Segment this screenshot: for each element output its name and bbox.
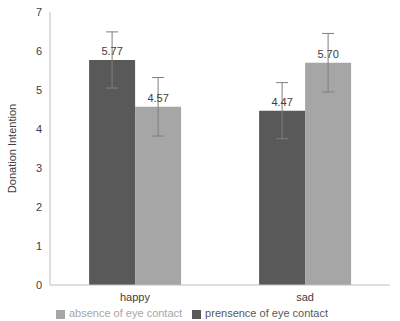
svg-text:sad: sad	[296, 291, 314, 303]
svg-text:5: 5	[36, 84, 42, 96]
svg-text:6: 6	[36, 45, 42, 57]
svg-text:0: 0	[36, 279, 42, 291]
html-text:absence of eye contact: absence of eye contact	[69, 307, 183, 319]
svg-text:happy: happy	[120, 291, 150, 303]
svg-text:7: 7	[36, 6, 42, 18]
svg-text:5.77: 5.77	[101, 45, 122, 57]
svg-text:Donation Intention: Donation Intention	[8, 104, 18, 193]
svg-text:5.70: 5.70	[317, 48, 338, 60]
svg-text:4.47: 4.47	[271, 96, 292, 108]
html-text:prensence of eye contact: prensence of eye contact	[205, 307, 328, 319]
svg-text:2: 2	[36, 201, 42, 213]
svg-text:4.57: 4.57	[147, 92, 168, 104]
svg-text:1: 1	[36, 240, 42, 252]
svg-text:4: 4	[36, 123, 42, 135]
svg-text:3: 3	[36, 162, 42, 174]
